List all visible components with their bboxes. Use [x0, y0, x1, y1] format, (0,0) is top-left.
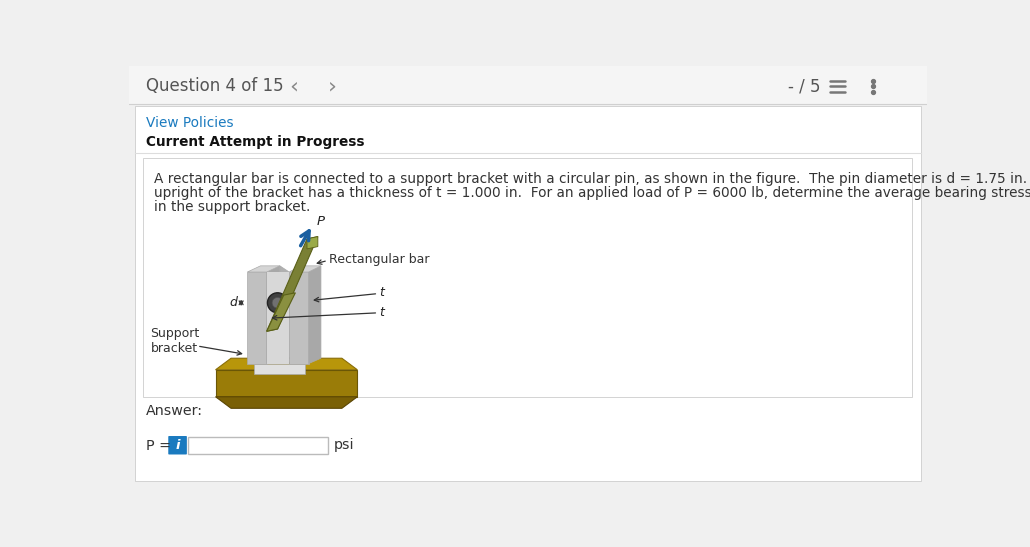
Polygon shape — [254, 364, 306, 374]
Polygon shape — [289, 266, 321, 272]
Text: upright of the bracket has a thickness of t = 1.000 in.  For an applied load of : upright of the bracket has a thickness o… — [153, 186, 1030, 200]
Polygon shape — [247, 266, 280, 272]
Polygon shape — [267, 293, 296, 331]
Bar — [129, 66, 927, 104]
Polygon shape — [267, 272, 289, 364]
Text: Question 4 of 15: Question 4 of 15 — [146, 78, 283, 95]
Polygon shape — [307, 237, 318, 249]
Text: View Policies: View Policies — [146, 115, 234, 130]
Text: ›: › — [329, 77, 337, 96]
Text: t: t — [379, 306, 384, 318]
Text: ‹: ‹ — [289, 77, 299, 96]
Polygon shape — [309, 266, 321, 364]
Text: Answer:: Answer: — [146, 404, 203, 417]
Polygon shape — [267, 237, 318, 331]
Text: Support
bracket: Support bracket — [150, 327, 200, 354]
Text: psi: psi — [334, 438, 354, 452]
Bar — [188, 437, 328, 453]
Polygon shape — [215, 358, 357, 370]
Text: in the support bracket.: in the support bracket. — [153, 200, 310, 214]
Polygon shape — [215, 370, 357, 397]
Bar — [135, 107, 921, 481]
Text: P: P — [316, 214, 324, 228]
Text: A rectangular bar is connected to a support bracket with a circular pin, as show: A rectangular bar is connected to a supp… — [153, 172, 1030, 186]
Polygon shape — [289, 272, 309, 364]
Circle shape — [272, 298, 283, 308]
Text: t: t — [379, 286, 384, 299]
FancyBboxPatch shape — [168, 436, 186, 455]
Text: P =: P = — [146, 439, 171, 453]
Text: - / 5: - / 5 — [788, 78, 821, 95]
Text: d: d — [230, 296, 237, 309]
Text: Rectangular bar: Rectangular bar — [329, 253, 430, 266]
Text: i: i — [175, 439, 180, 452]
Polygon shape — [247, 272, 267, 364]
Circle shape — [268, 293, 287, 313]
Polygon shape — [267, 266, 280, 364]
Polygon shape — [215, 397, 357, 408]
Bar — [143, 158, 912, 397]
Polygon shape — [254, 358, 313, 362]
Polygon shape — [280, 266, 289, 364]
Text: Current Attempt in Progress: Current Attempt in Progress — [146, 135, 365, 149]
